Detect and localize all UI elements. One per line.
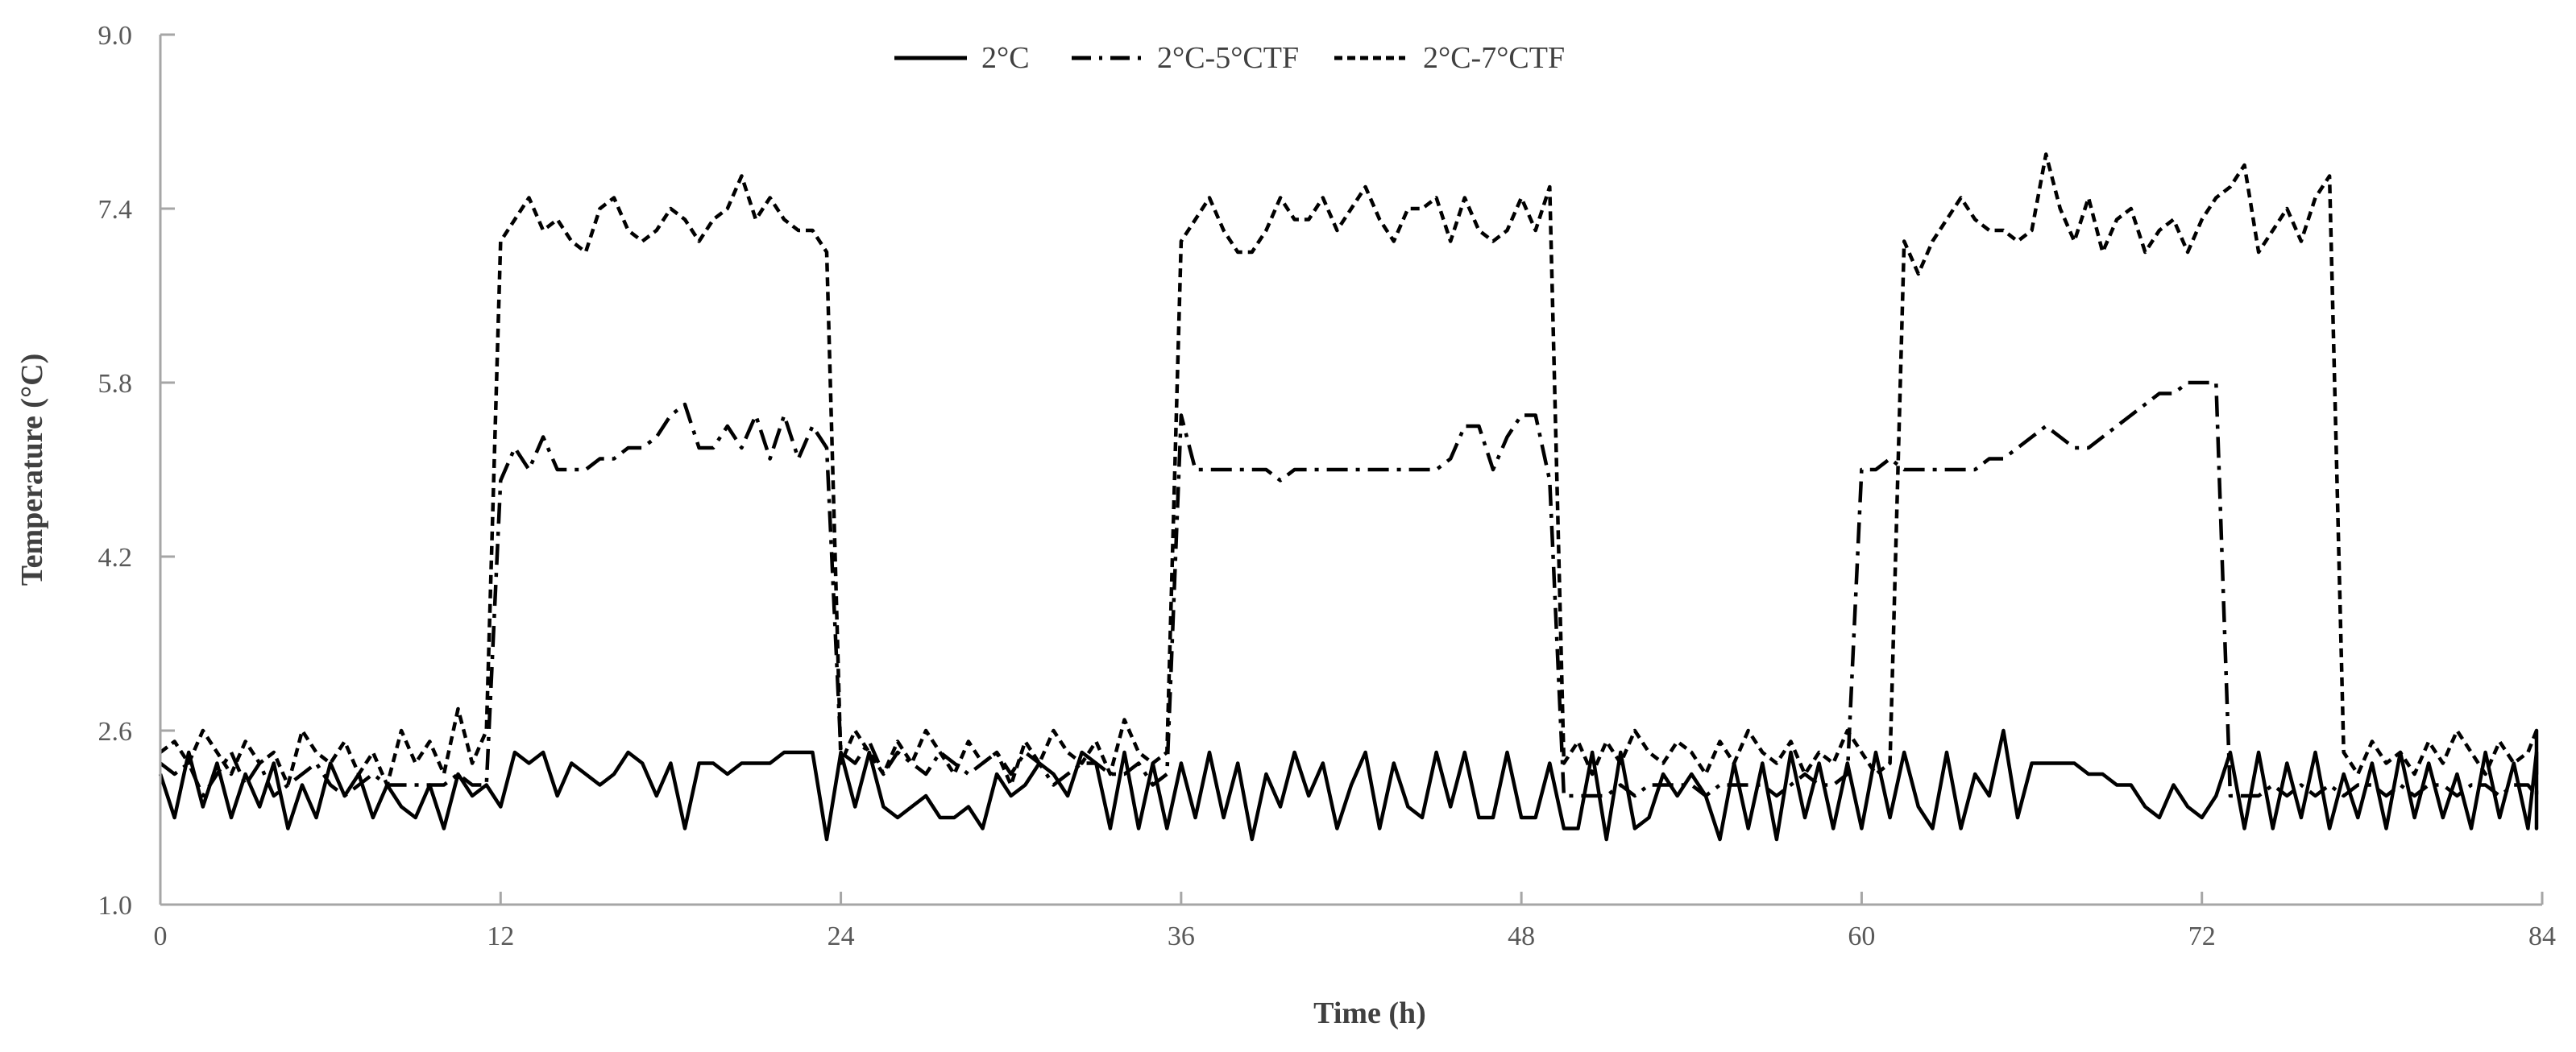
y-axis-ticks: 1.0 2.6 4.2 5.8 7.4 9.0 bbox=[98, 21, 175, 921]
series-2c-7ctf-line bbox=[159, 152, 2539, 787]
series-2c-line bbox=[158, 728, 2539, 842]
series-2c-5ctf-line bbox=[159, 380, 2539, 798]
y-tick-label: 2.6 bbox=[98, 717, 133, 747]
legend-label: 2°C-5°CTF bbox=[1157, 41, 1299, 75]
x-tick-label: 84 bbox=[2528, 922, 2556, 951]
x-tick-label: 24 bbox=[828, 922, 855, 951]
legend-label: 2°C bbox=[981, 41, 1030, 75]
legend-item-2c-7ctf: 2°C-7°CTF bbox=[1334, 41, 1565, 75]
y-tick-label: 5.8 bbox=[98, 369, 133, 399]
plot-series bbox=[158, 152, 2539, 842]
legend-label: 2°C-7°CTF bbox=[1423, 41, 1565, 75]
x-tick-label: 48 bbox=[1508, 922, 1535, 951]
y-tick-label: 4.2 bbox=[98, 543, 133, 573]
legend-item-2c: 2°C bbox=[894, 41, 1030, 75]
y-tick-label: 1.0 bbox=[98, 891, 133, 921]
legend: 2°C 2°C-5°CTF 2°C-7°CTF bbox=[894, 41, 1565, 75]
y-axis-title: Temperature (°C) bbox=[15, 354, 49, 586]
x-axis-ticks: 0 12 24 36 48 60 72 84 bbox=[154, 892, 2556, 951]
x-axis-title: Time (h) bbox=[1313, 996, 1426, 1030]
x-tick-label: 0 bbox=[154, 922, 168, 951]
legend-item-2c-5ctf: 2°C-5°CTF bbox=[1072, 41, 1299, 75]
y-tick-label: 9.0 bbox=[98, 21, 133, 51]
y-tick-label: 7.4 bbox=[98, 195, 133, 225]
x-tick-label: 12 bbox=[487, 922, 514, 951]
x-tick-label: 60 bbox=[1848, 922, 1875, 951]
x-tick-label: 36 bbox=[1168, 922, 1195, 951]
x-tick-label: 72 bbox=[2188, 922, 2216, 951]
